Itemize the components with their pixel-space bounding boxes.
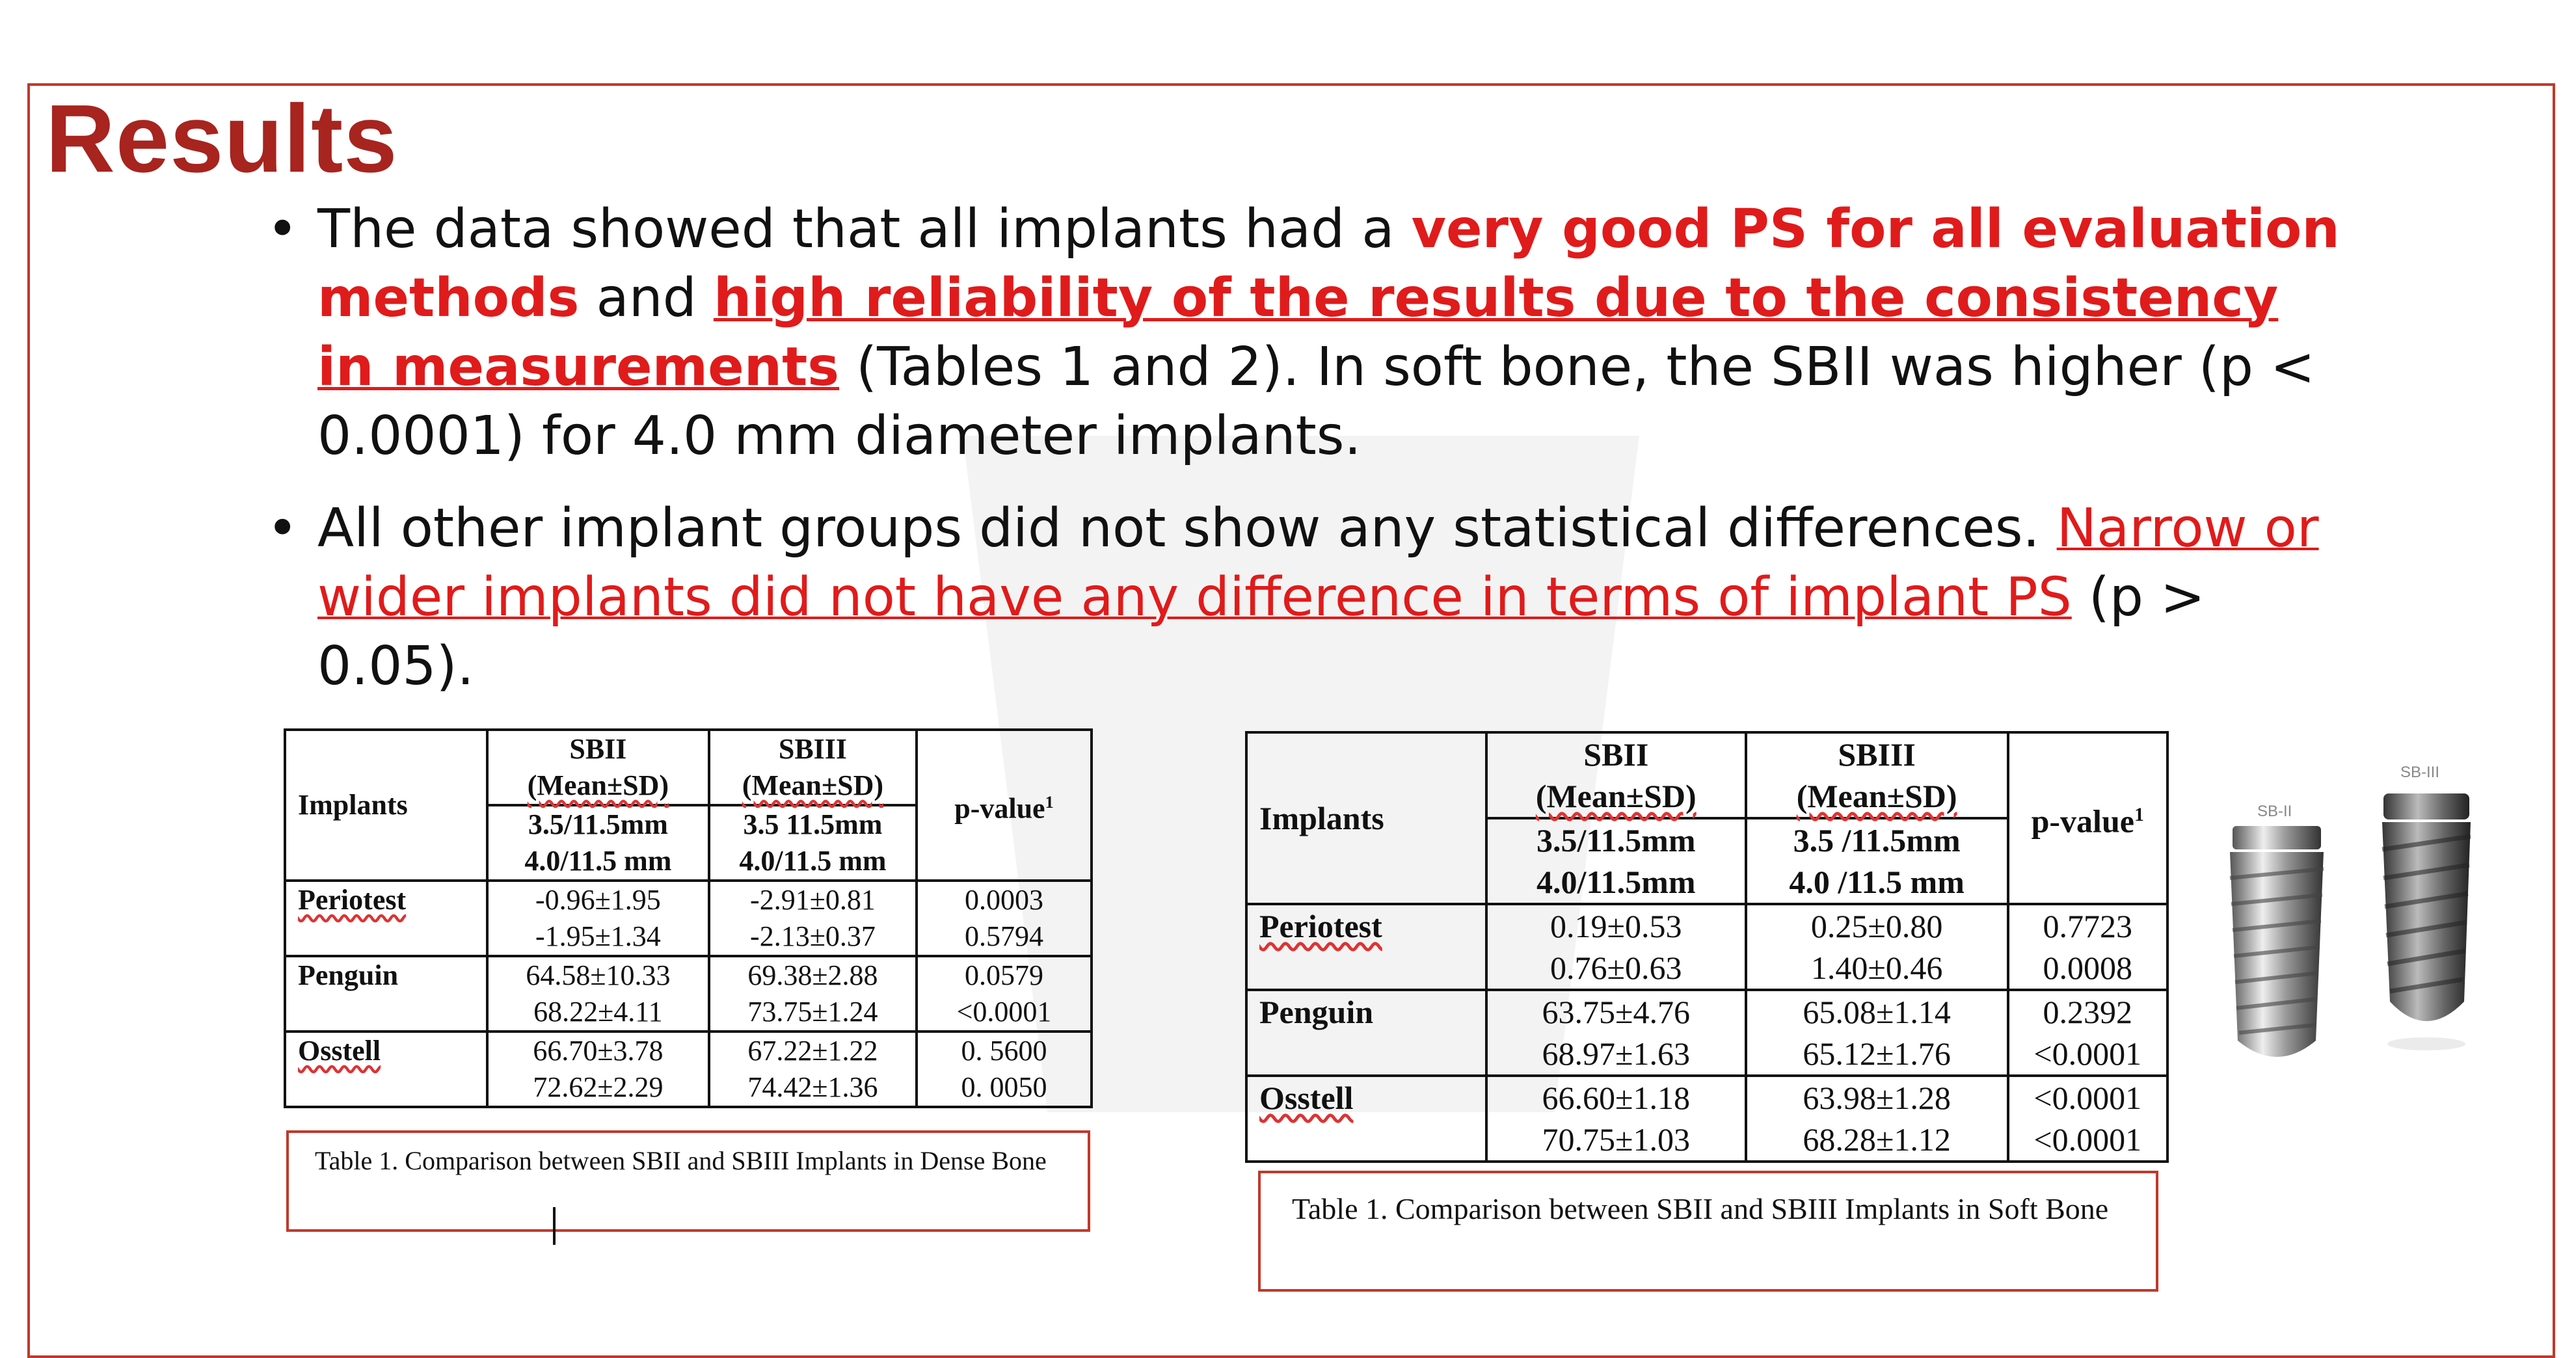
bullet1-highlight-ps: very good PS for all evaluation methods (317, 198, 2340, 329)
bullet1-and: and (579, 267, 714, 329)
row-label: Periotest (1245, 903, 1488, 991)
table-dense-bone: Implants SBII (Mean±SD) SBIII (Mean±SD) p-… (284, 728, 1093, 1108)
bullet-marker: • (267, 498, 299, 559)
bullet1-tail: (Tables 1 and 2). In soft bone, the SBII… (317, 336, 2315, 467)
table1-caption: Table 1. Comparison between SBII and SBI… (286, 1130, 1090, 1232)
row-label: Osstell (284, 1030, 489, 1108)
bullet2-text: All other implant groups did not show an… (317, 498, 2057, 559)
bullet1-text: The data showed that all implants had a (317, 198, 1412, 260)
cell-sbiii: 65.08±1.14 65.12±1.76 (1744, 989, 2009, 1077)
table-row: Penguin 63.75±4.76 68.97±1.63 65.08±1.14 6… (1245, 989, 2169, 1077)
subheader-sbiii: 3.5 11.5mm 4.0/11.5 mm (707, 804, 919, 882)
cell-sbii: -0.96±1.95 -1.95±1.34 (485, 879, 710, 957)
text-cursor (553, 1207, 556, 1245)
header-implants: Implants (284, 728, 489, 882)
cell-sbiii: 0.25±0.80 1.40±0.46 (1744, 903, 2009, 991)
cell-p: 0.7723 0.0008 (2006, 903, 2169, 991)
bullet-item-2: • All other implant groups did not show … (267, 494, 2348, 701)
header-implants: Implants (1245, 731, 1488, 905)
row-label: Penguin (1245, 989, 1488, 1077)
cell-sbii: 66.60±1.18 70.75±1.03 (1484, 1074, 1747, 1163)
row-label: Periotest (284, 879, 489, 957)
subheader-sbii: 3.5/11.5mm 4.0/11.5mm (1484, 817, 1747, 905)
cell-p: 0. 5600 0. 0050 (915, 1030, 1093, 1108)
implant-sbiii-image: SB-III (2374, 761, 2478, 1060)
cell-sbii: 66.70±3.78 72.62±2.29 (485, 1030, 710, 1108)
table-row: Osstell 66.60±1.18 70.75±1.03 63.98±1.28 6… (1245, 1074, 2169, 1163)
header-sbii: SBII (Mean±SD) (485, 728, 710, 805)
cell-p: 0.0579 <0.0001 (915, 955, 1093, 1033)
bullet-marker: • (267, 198, 299, 260)
bullet1-highlight-reliability: high reliability of the results due to t… (317, 267, 2279, 398)
header-sbiii: SBIII (Mean±SD) (1744, 731, 2009, 818)
cell-p: 0.2392 <0.0001 (2006, 989, 2169, 1077)
header-sbiii: SBIII (Mean±SD) (707, 728, 919, 805)
row-label: Osstell (1245, 1074, 1488, 1163)
cell-p: <0.0001 <0.0001 (2006, 1074, 2169, 1163)
bullet-list: • The data showed that all implants had … (267, 195, 2348, 725)
slide-title: Results (46, 85, 398, 193)
cell-sbiii: 69.38±2.88 73.75±1.24 (707, 955, 919, 1033)
table2-caption: Table 1. Comparison between SBII and SBI… (1258, 1171, 2158, 1292)
implant-sbiii-label: SB-III (2400, 764, 2440, 781)
implant-sbii-label: SB-II (2257, 803, 2292, 820)
table-row: Periotest 0.19±0.53 0.76±0.63 0.25±0.80 1.… (1245, 903, 2169, 991)
table-soft-bone: Implants SBII (Mean±SD) SBIII (Mean±SD) p-… (1245, 731, 2169, 1163)
cell-sbii: 63.75±4.76 68.97±1.63 (1484, 989, 1747, 1077)
table-row: Osstell 66.70±3.78 72.62±2.29 67.22±1.22 7… (284, 1030, 1093, 1108)
bullet2-tail: (p > 0.05). (317, 566, 2205, 697)
table-row: Penguin 64.58±10.33 68.22±4.11 69.38±2.88… (284, 955, 1093, 1033)
header-p-value: p-value1 (2006, 731, 2169, 905)
row-label: Penguin (284, 955, 489, 1033)
cell-sbii: 64.58±10.33 68.22±4.11 (485, 955, 710, 1033)
bullet2-highlight: Narrow or wider implants did not have an… (317, 498, 2319, 628)
cell-sbiii: 67.22±1.22 74.42±1.36 (707, 1030, 919, 1108)
header-p-value: p-value1 (915, 728, 1093, 882)
cell-sbiii: -2.91±0.81 -2.13±0.37 (707, 879, 919, 957)
table-row: Periotest -0.96±1.95 -1.95±1.34 -2.91±0.8… (284, 879, 1093, 957)
subheader-sbiii: 3.5 /11.5mm 4.0 /11.5 mm (1744, 817, 2009, 905)
subheader-sbii: 3.5/11.5mm 4.0/11.5 mm (485, 804, 710, 882)
header-sbii: SBII (Mean±SD) (1484, 731, 1747, 818)
implant-sbii-image: SB-II (2218, 803, 2335, 1067)
bullet-item-1: • The data showed that all implants had … (267, 195, 2348, 471)
cell-sbii: 0.19±0.53 0.76±0.63 (1484, 903, 1747, 991)
cell-p: 0.0003 0.5794 (915, 879, 1093, 957)
cell-sbiii: 63.98±1.28 68.28±1.12 (1744, 1074, 2009, 1163)
